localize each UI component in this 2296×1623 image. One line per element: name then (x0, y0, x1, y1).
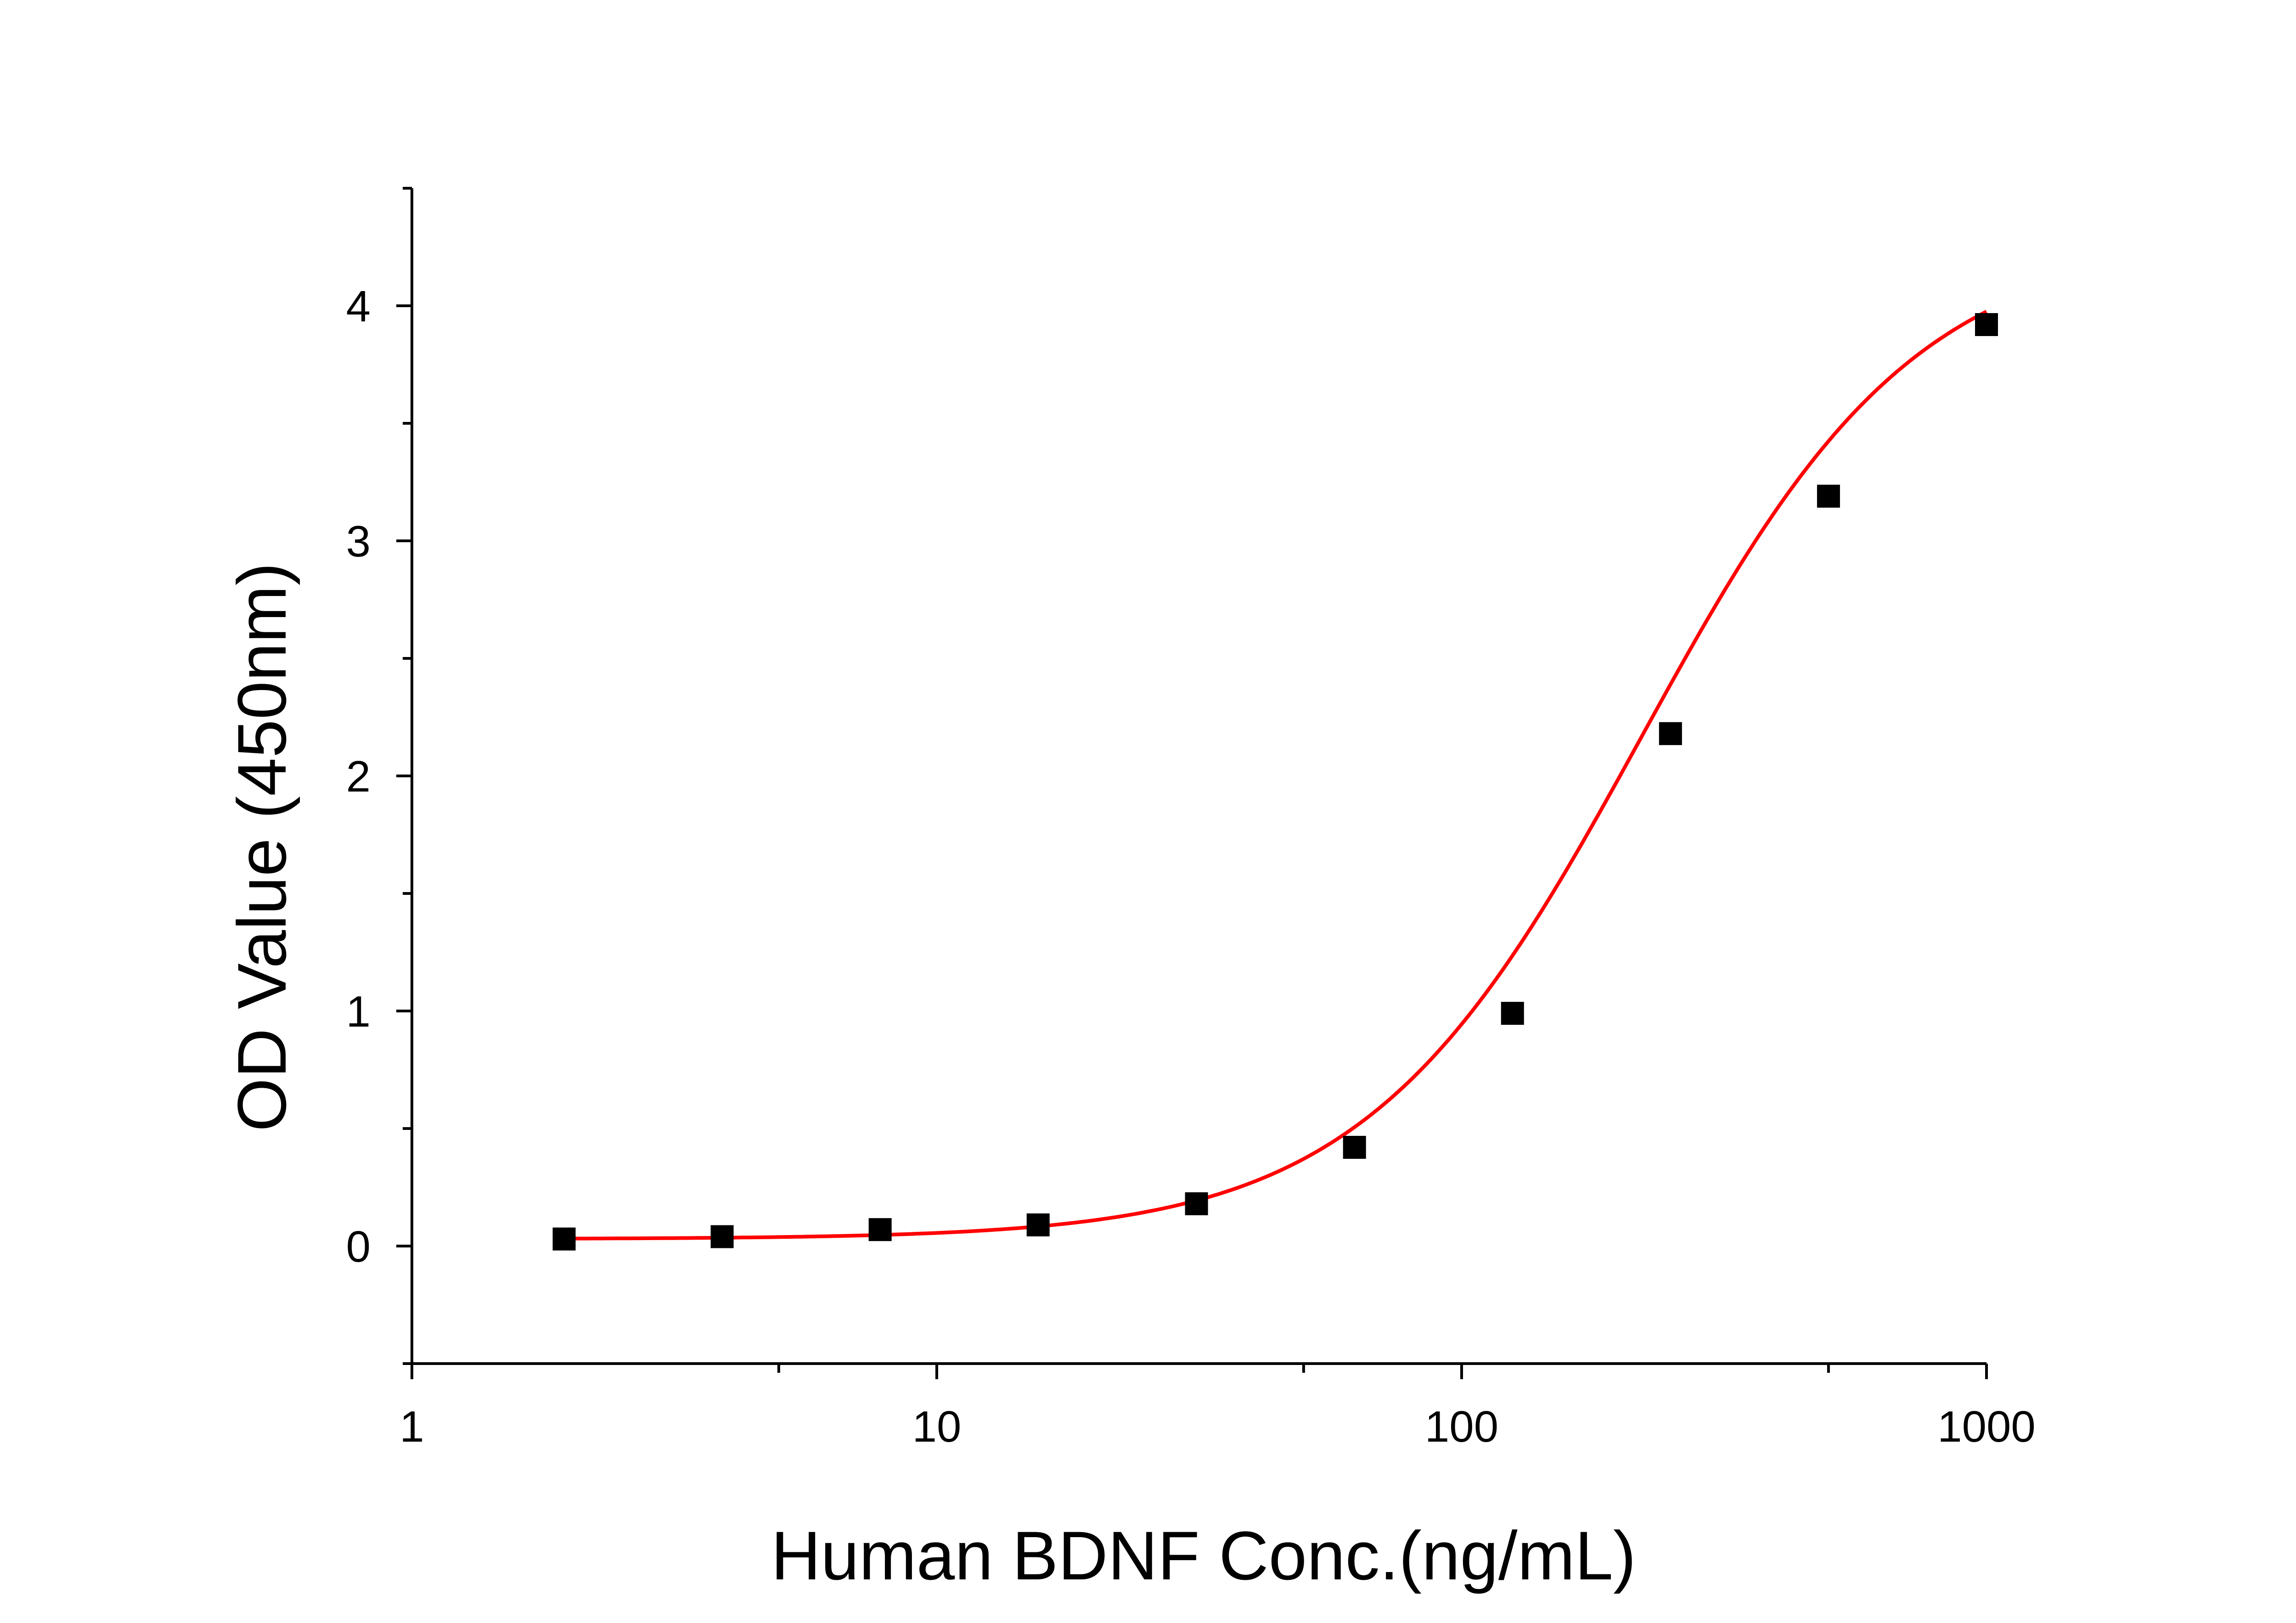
data-point (552, 1227, 576, 1251)
data-point (1817, 484, 1840, 508)
y-tick-label: 0 (346, 1222, 371, 1271)
y-tick-label: 4 (346, 282, 371, 331)
data-point (1659, 722, 1682, 745)
data-points-layer (552, 313, 1998, 1251)
x-tick-label: 1 (400, 1402, 424, 1451)
y-tick-label: 3 (346, 517, 371, 566)
fit-curve-layer (564, 309, 1987, 1241)
data-point (710, 1225, 734, 1248)
data-point (1501, 1002, 1524, 1025)
data-point (1185, 1192, 1208, 1215)
y-tick-label: 1 (346, 987, 371, 1036)
data-point (1975, 313, 1998, 336)
data-point (1026, 1213, 1050, 1236)
x-tick-label: 10 (912, 1402, 962, 1451)
x-axis-title: Human BDNF Conc.(ng/mL) (771, 1517, 1636, 1594)
x-tick-label: 1000 (1937, 1402, 2036, 1451)
y-tick-label: 2 (346, 752, 371, 801)
y-axis-title: OD Value (450nm) (223, 562, 300, 1131)
fit-curve-line (564, 309, 1987, 1241)
data-point (868, 1218, 892, 1241)
axes: 0 1 2 3 4 1 10 100 1000 (346, 187, 2036, 1451)
data-point (1343, 1135, 1366, 1159)
x-tick-label: 100 (1425, 1402, 1498, 1451)
